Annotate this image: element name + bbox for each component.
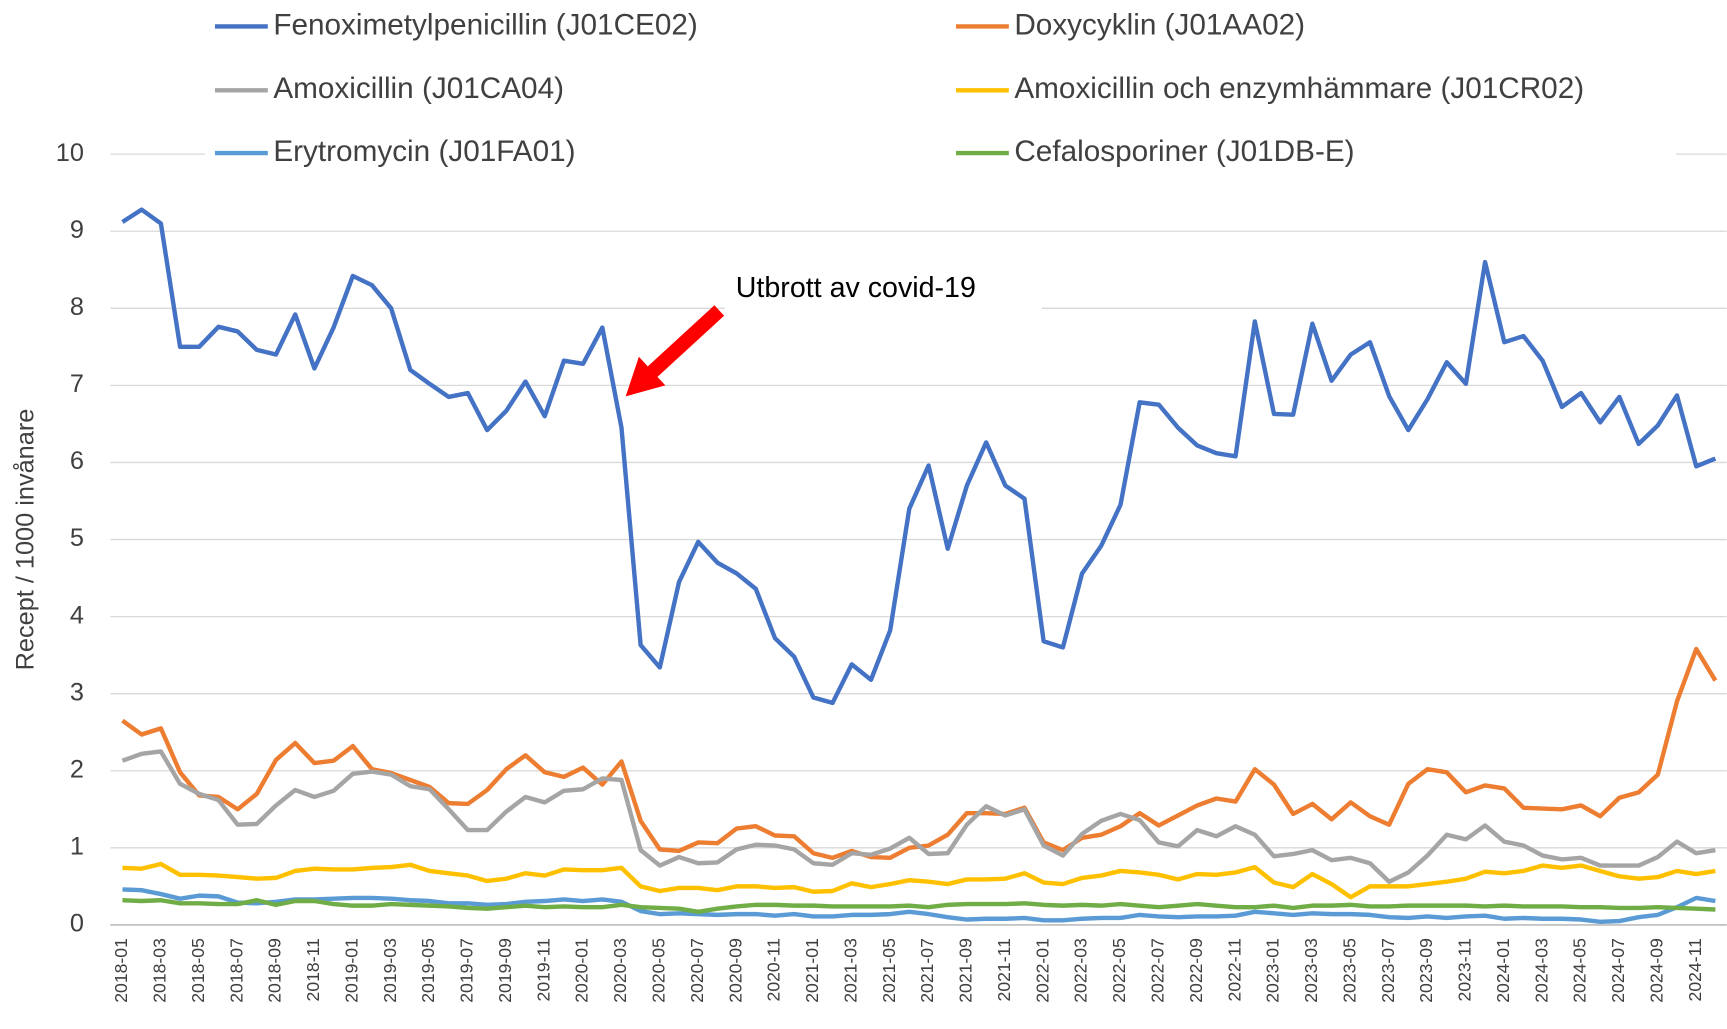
x-tick-label: 2019-11 (533, 938, 553, 1001)
annotation: Utbrott av covid-19 (736, 272, 976, 304)
x-tick-label: 2021-03 (840, 938, 860, 1003)
overlay: Utbrott av covid-19 Recept / 1000 invåna… (11, 0, 1677, 671)
x-tick-label: 2024-07 (1608, 938, 1628, 1003)
x-tick-label: 2020-09 (725, 938, 745, 1003)
legend-label: Amoxicillin och enzymhämmare (J01CR02) (1014, 72, 1584, 105)
legend-label: Erytromycin (J01FA01) (273, 135, 575, 168)
x-tick-label: 2022-01 (1032, 938, 1052, 1003)
x-tick-label: 2021-11 (994, 938, 1014, 1001)
y-tick-label: 5 (70, 524, 84, 552)
x-tick-label: 2022-07 (1147, 938, 1167, 1003)
y-tick-label: 0 (70, 910, 84, 938)
x-tick-label: 2018-07 (226, 938, 246, 1003)
x-tick-label: 2020-11 (764, 938, 784, 1001)
x-tick-label: 2023-03 (1301, 938, 1321, 1003)
legend-label: Fenoximetylpenicillin (J01CE02) (273, 8, 698, 41)
x-tick-label: 2020-03 (610, 938, 630, 1003)
x-tick-label: 2018-11 (303, 938, 323, 1001)
y-tick-label: 1 (70, 833, 84, 861)
x-tick-label: 2019-05 (418, 938, 438, 1003)
annotation-arrow-head (625, 356, 666, 397)
x-tick-label: 2018-01 (111, 938, 131, 1003)
y-tick-label: 4 (70, 601, 84, 629)
y-tick-label: 9 (70, 216, 84, 244)
x-tick-label: 2024-09 (1646, 938, 1666, 1003)
x-tick-label: 2019-09 (495, 938, 515, 1003)
x-tick-label: 2023-07 (1378, 938, 1398, 1003)
grid: 0 1 2 3 4 5 6 7 8 9 10 2018-01 2018-03 2018-05 2018-07… (56, 139, 1727, 1003)
y-tick-label: 10 (56, 139, 84, 167)
lines (121, 207, 1718, 925)
x-tick-label: 2020-05 (649, 938, 669, 1003)
series-line (122, 898, 1716, 915)
annotation-arrow-shaft (647, 305, 725, 378)
x-tick-label: 2019-07 (457, 938, 477, 1003)
annotation-background (724, 264, 1042, 318)
y-tick-label: 8 (70, 293, 84, 321)
legend-label: Cefalosporiner (J01DB-E) (1014, 135, 1354, 168)
x-tick-label: 2020-01 (572, 938, 592, 1003)
x-tick-label: 2024-01 (1493, 938, 1513, 1003)
x-tick-label: 2022-09 (1186, 938, 1206, 1003)
x-tick-label: 2021-01 (802, 938, 822, 1003)
x-tick-label: 2021-09 (956, 938, 976, 1003)
series-line (122, 861, 1716, 900)
x-tick-label: 2023-01 (1263, 938, 1283, 1003)
legend-label: Amoxicillin (J01CA04) (273, 72, 564, 105)
y-tick-label: 6 (70, 447, 84, 475)
x-tick-label: 2023-09 (1416, 938, 1436, 1003)
series-line (121, 749, 1716, 884)
series-line (121, 646, 1718, 861)
x-tick-label: 2022-05 (1109, 938, 1129, 1003)
x-tick-label: 2023-05 (1339, 938, 1359, 1003)
legend-background (205, 0, 1677, 179)
y-tick-label: 7 (70, 370, 84, 398)
x-tick-label: 2022-11 (1224, 938, 1244, 1001)
x-tick-label: 2022-03 (1071, 938, 1091, 1003)
x-tick-label: 2018-03 (150, 938, 170, 1003)
x-tick-label: 2018-05 (188, 938, 208, 1003)
x-tick-label: 2024-11 (1685, 938, 1705, 1001)
x-tick-label: 2024-05 (1570, 938, 1590, 1003)
y-tick-label: 3 (70, 678, 84, 706)
y-axis-label: Recept / 1000 invånare (11, 409, 39, 671)
x-tick-label: 2023-11 (1455, 938, 1475, 1001)
y-tick-label: 2 (70, 755, 84, 783)
x-tick-label: 2018-09 (265, 938, 285, 1003)
x-tick-label: 2021-05 (879, 938, 899, 1003)
x-tick-label: 2021-07 (917, 938, 937, 1003)
series-line (122, 887, 1716, 925)
x-tick-label: 2019-03 (380, 938, 400, 1003)
series-line (121, 207, 1717, 706)
legend-label: Doxycyklin (J01AA02) (1014, 8, 1305, 41)
x-tick-label: 2020-07 (687, 938, 707, 1003)
x-tick-label: 2019-01 (341, 938, 361, 1003)
x-tick-label: 2024-03 (1531, 938, 1551, 1003)
